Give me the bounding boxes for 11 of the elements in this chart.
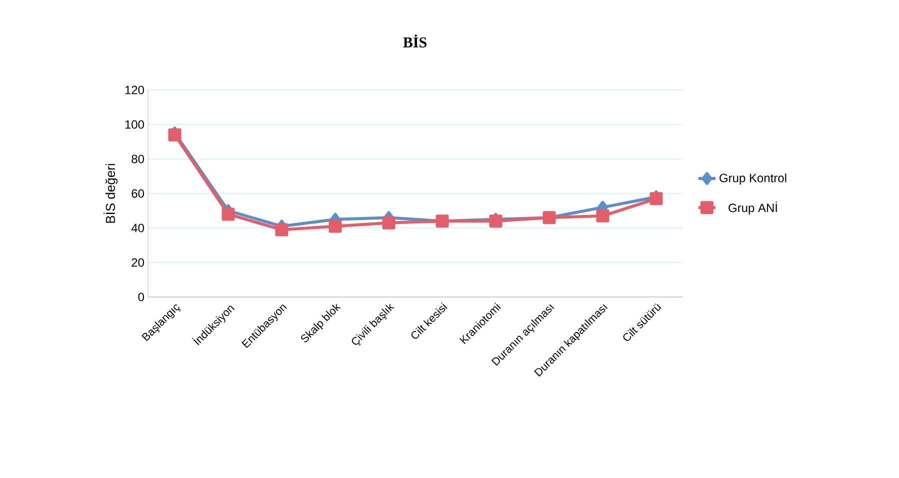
chart-title: BİS — [403, 34, 426, 48]
legend-label: Grup ANİ — [728, 202, 777, 215]
legend-label: Grup Kontrol — [720, 173, 786, 185]
y-tick-label: 60 — [132, 189, 144, 198]
y-axis-title: BİS değeri — [104, 164, 118, 223]
y-tick-label: 0 — [138, 292, 144, 302]
y-tick-label: 80 — [132, 154, 144, 164]
y-tick-label: 100 — [125, 120, 144, 129]
y-tick-label: 120 — [125, 86, 144, 94]
y-tick-label: 20 — [132, 258, 144, 267]
y-tick-label: 40 — [131, 224, 144, 232]
